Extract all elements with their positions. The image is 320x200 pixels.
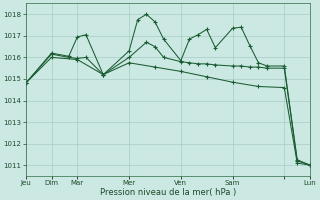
X-axis label: Pression niveau de la mer( hPa ): Pression niveau de la mer( hPa ) [100, 188, 236, 197]
